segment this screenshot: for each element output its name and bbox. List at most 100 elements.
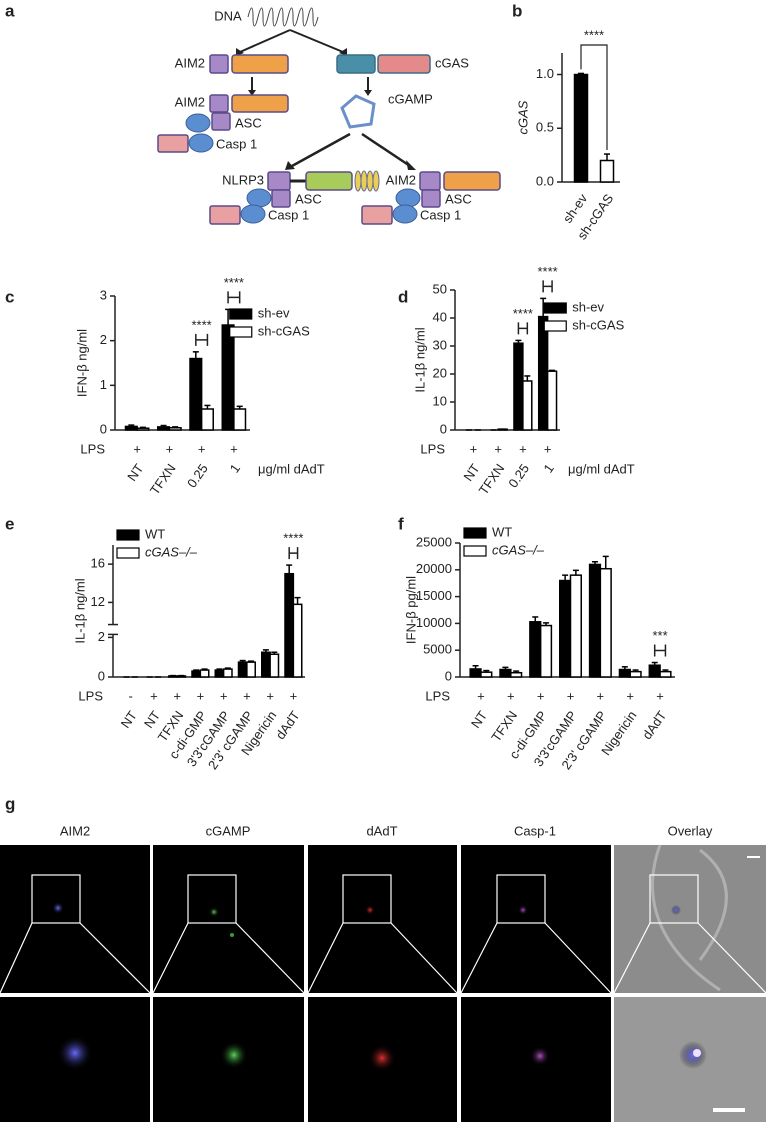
- pyd: [209, 94, 229, 113]
- bar: [233, 408, 247, 431]
- y-tick-label: 30: [433, 337, 447, 352]
- panel-letter: e: [5, 514, 14, 533]
- bar: [629, 670, 642, 678]
- row-value: +: [220, 688, 228, 703]
- bar: [537, 315, 549, 431]
- legend-label: sh-ev: [258, 305, 290, 320]
- cgamp: [340, 94, 376, 129]
- y-tick-label: 50: [433, 281, 447, 296]
- legend-label: sh-ev: [572, 299, 604, 314]
- hin: [231, 94, 289, 113]
- x-tick-label: NT: [118, 708, 140, 731]
- bar: [573, 73, 589, 183]
- y-tick-label: 0: [445, 668, 452, 683]
- x-tick-label: 0.25: [505, 461, 532, 490]
- hin: [231, 54, 289, 74]
- inset-box: [0, 874, 766, 994]
- bar: [588, 563, 602, 678]
- row-value: +: [150, 688, 158, 703]
- sig-label: ***: [652, 628, 667, 643]
- row-value: +: [133, 441, 141, 456]
- y-tick-label: 0.0: [536, 173, 554, 188]
- panel-letter: a: [5, 1, 15, 20]
- row-value: +: [626, 688, 634, 703]
- pyd: [419, 171, 441, 191]
- sig-label: ****: [513, 306, 533, 321]
- bar: [199, 669, 210, 678]
- casp: [209, 205, 241, 225]
- signal: [57, 1035, 93, 1071]
- bar: [546, 370, 558, 431]
- chart: f IFN-β pg/ml 0 5000 10000 15000 20000 25000 LPS…: [398, 514, 675, 772]
- casp: [361, 205, 393, 225]
- bar: [261, 651, 271, 678]
- card: [188, 133, 214, 153]
- bar: [200, 408, 214, 431]
- row-value: +: [494, 441, 502, 456]
- diagram: a DNA AIM2 cGAS AIM2 ASC Casp 1 cGAMP NL…: [5, 1, 501, 225]
- bar: [176, 675, 187, 678]
- row-label: LPS: [420, 441, 445, 456]
- y-tick-label: 0: [98, 668, 105, 683]
- y-tick-label: 0.5: [536, 120, 554, 135]
- legend-label: sh-cGAS: [258, 323, 310, 338]
- pyd: [267, 171, 291, 191]
- sig-bracket: [653, 644, 667, 657]
- row-value: +: [266, 688, 274, 703]
- row-value: +: [290, 688, 298, 703]
- row-value: +: [477, 688, 485, 703]
- nacht: [305, 171, 353, 191]
- label: ASC: [445, 191, 472, 206]
- bar: [599, 159, 615, 183]
- bar: [222, 668, 233, 678]
- y-tick-label: 20: [433, 365, 447, 380]
- bar: [191, 670, 202, 678]
- bar: [559, 579, 572, 678]
- bar: [189, 357, 203, 431]
- bar: [221, 324, 235, 431]
- label: Casp 1: [420, 207, 461, 222]
- signal: [209, 907, 219, 917]
- x-tick-label: dAdT: [639, 708, 669, 742]
- legend-label: WT: [492, 524, 512, 539]
- sig-label: ****: [224, 275, 244, 290]
- channel-label: Casp-1: [514, 823, 556, 838]
- panel-letter: f: [398, 514, 404, 533]
- image: [614, 845, 766, 993]
- bar: [124, 425, 138, 431]
- y-axis-label: IFN-β pg/ml: [403, 576, 418, 644]
- signal: [365, 905, 375, 915]
- bar: [529, 621, 542, 678]
- zoom-row: [0, 997, 766, 1122]
- y-tick-label: 10000: [416, 615, 452, 630]
- bar: [522, 380, 533, 431]
- y-tick-label: 1.0: [536, 66, 554, 81]
- y-axis-label: cGAS: [515, 100, 530, 134]
- legend-label: cGAS–/–: [145, 544, 198, 559]
- sig-bracket: [517, 322, 529, 335]
- row-label: LPS: [425, 688, 450, 703]
- y-tick-label: 1: [100, 377, 107, 392]
- image: [308, 845, 457, 993]
- label: DNA: [214, 8, 242, 23]
- y-tick-label: 15000: [416, 588, 452, 603]
- bar: [513, 342, 524, 431]
- signal: [368, 1044, 396, 1072]
- legend-swatch: [543, 302, 567, 314]
- micrographs: g AIM2 cGAMP dAdT Casp-1 Overlay: [0, 794, 766, 1122]
- sig-bracket: [288, 547, 299, 560]
- cgas-n: [336, 54, 376, 74]
- chart: c IFN-β ng/ml 0 1 2 3 LPS μg/ml dAdT NT + TFXN +0.2…: [5, 275, 325, 498]
- bar: [499, 668, 512, 678]
- legend-label: sh-cGAS: [572, 317, 624, 332]
- pyd: [209, 54, 229, 74]
- panel-letter: d: [398, 287, 408, 306]
- y-axis-label: IFN-β ng/ml: [74, 329, 89, 397]
- sig-bracket: [227, 291, 241, 304]
- row-value: +: [198, 441, 206, 456]
- row-value: -: [128, 688, 132, 703]
- y-tick-label: 25000: [416, 534, 452, 549]
- bar: [237, 661, 248, 678]
- legend-swatch: [463, 545, 487, 557]
